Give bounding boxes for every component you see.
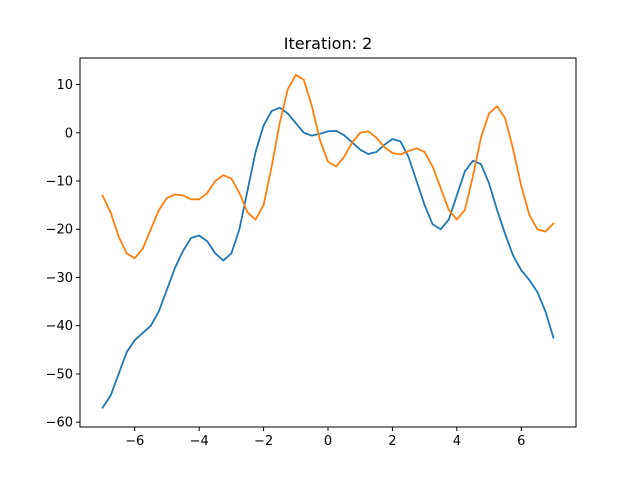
y-tick-label: −10: [46, 175, 73, 190]
y-tick-label: 10: [56, 78, 73, 93]
x-tick-label: 2: [388, 434, 396, 449]
x-tick-label: −2: [254, 434, 273, 449]
x-tick-label: −6: [125, 434, 144, 449]
y-tick-label: −50: [46, 367, 73, 382]
x-tick-label: −4: [190, 434, 209, 449]
chart-title: Iteration: 2: [284, 34, 373, 53]
x-tick-label: 4: [453, 434, 461, 449]
y-tick-label: 0: [65, 126, 73, 141]
x-tick-label: 6: [517, 434, 525, 449]
plot-area: [101, 73, 555, 409]
y-tick-label: −20: [46, 223, 73, 238]
series-line-1: [101, 106, 555, 409]
x-tick-label: 0: [324, 434, 332, 449]
y-tick-label: −60: [46, 416, 73, 431]
y-tick-label: −30: [46, 271, 73, 286]
y-tick-label: −40: [46, 319, 73, 334]
series-line-2: [101, 73, 555, 260]
